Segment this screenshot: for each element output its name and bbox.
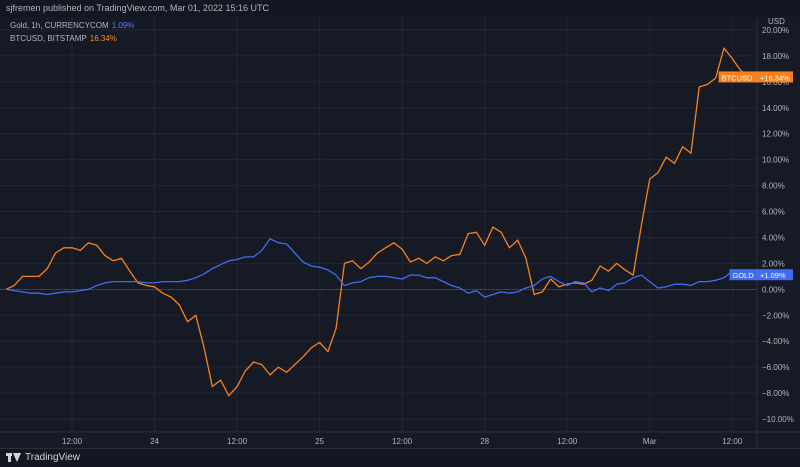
y-tick-label: −2.00% (762, 311, 789, 320)
price-comparison-chart[interactable]: −10.00% −8.00% −6.00% −4.00% −2.00% 0.00% 2.00… (0, 17, 800, 448)
y-tick-label: −8.00% (762, 389, 789, 398)
series-name-badge (718, 71, 757, 83)
y-axis-unit-label: USD (768, 17, 785, 26)
x-tick-label: 12:00 (392, 437, 413, 446)
legend-gold-name: Gold, 1h, CURRENCYCOM (10, 21, 109, 30)
series-value-badge (757, 269, 793, 281)
series-legend: Gold, 1h, CURRENCYCOM 1.09% BTCUSD, BITST… (10, 19, 134, 45)
legend-btc-name: BTCUSD, BITSTAMP (10, 34, 87, 43)
x-tick-label: 28 (480, 437, 489, 446)
brand-label: TradingView (25, 452, 81, 463)
y-tick-label: 2.00% (762, 259, 785, 268)
legend-gold-value: 1.09% (111, 21, 135, 30)
x-tick-label: 12:00 (227, 437, 248, 446)
series-value-badge-text: +1.09% (760, 271, 786, 280)
series-value-badge (757, 71, 793, 83)
x-tick-label: 12:00 (557, 437, 578, 446)
series-name-badge-text: BTCUSD (722, 73, 753, 82)
y-tick-label: −6.00% (762, 363, 789, 372)
publisher-bar: sjfremen published on TradingView.com, M… (0, 0, 800, 18)
x-tick-label: 25 (315, 437, 324, 446)
y-tick-label: −4.00% (762, 337, 789, 346)
publisher-text: sjfremen published on TradingView.com, M… (6, 3, 269, 13)
footer-bar: TradingView (0, 448, 800, 467)
tradingview-brand[interactable]: TradingView (6, 452, 80, 463)
legend-btc-value: 16.34% (89, 34, 117, 43)
x-tick-label: 24 (150, 437, 159, 446)
y-tick-label: 12.00% (762, 130, 789, 139)
series-name-badge-text: GOLD (732, 271, 754, 280)
legend-row-btc[interactable]: BTCUSD, BITSTAMP 16.34% (10, 32, 134, 45)
series-name-badge (729, 269, 757, 281)
series-line-gold[interactable] (5, 238, 749, 298)
y-tick-label: 10.00% (762, 156, 789, 165)
tradingview-logo-icon (6, 453, 21, 462)
x-tick-label: Mar (643, 437, 657, 446)
x-tick-label: 12:00 (62, 437, 83, 446)
legend-row-gold[interactable]: Gold, 1h, CURRENCYCOM 1.09% (10, 19, 134, 32)
y-tick-label: 6.00% (762, 208, 785, 217)
series-value-badge-text: +16.34% (760, 73, 790, 82)
y-tick-label: 8.00% (762, 182, 785, 191)
y-tick-label: −10.00% (762, 415, 794, 424)
series-line-btcusd[interactable] (5, 47, 750, 397)
y-tick-label: 4.00% (762, 233, 785, 242)
y-tick-label: 20.00% (762, 26, 789, 35)
y-tick-label: 0.00% (762, 285, 785, 294)
y-tick-label: 14.00% (762, 104, 789, 113)
y-tick-label: 18.00% (762, 52, 789, 61)
chart-area[interactable]: −10.00% −8.00% −6.00% −4.00% −2.00% 0.00% 2.00… (0, 17, 800, 448)
x-tick-label: 12:00 (722, 437, 743, 446)
